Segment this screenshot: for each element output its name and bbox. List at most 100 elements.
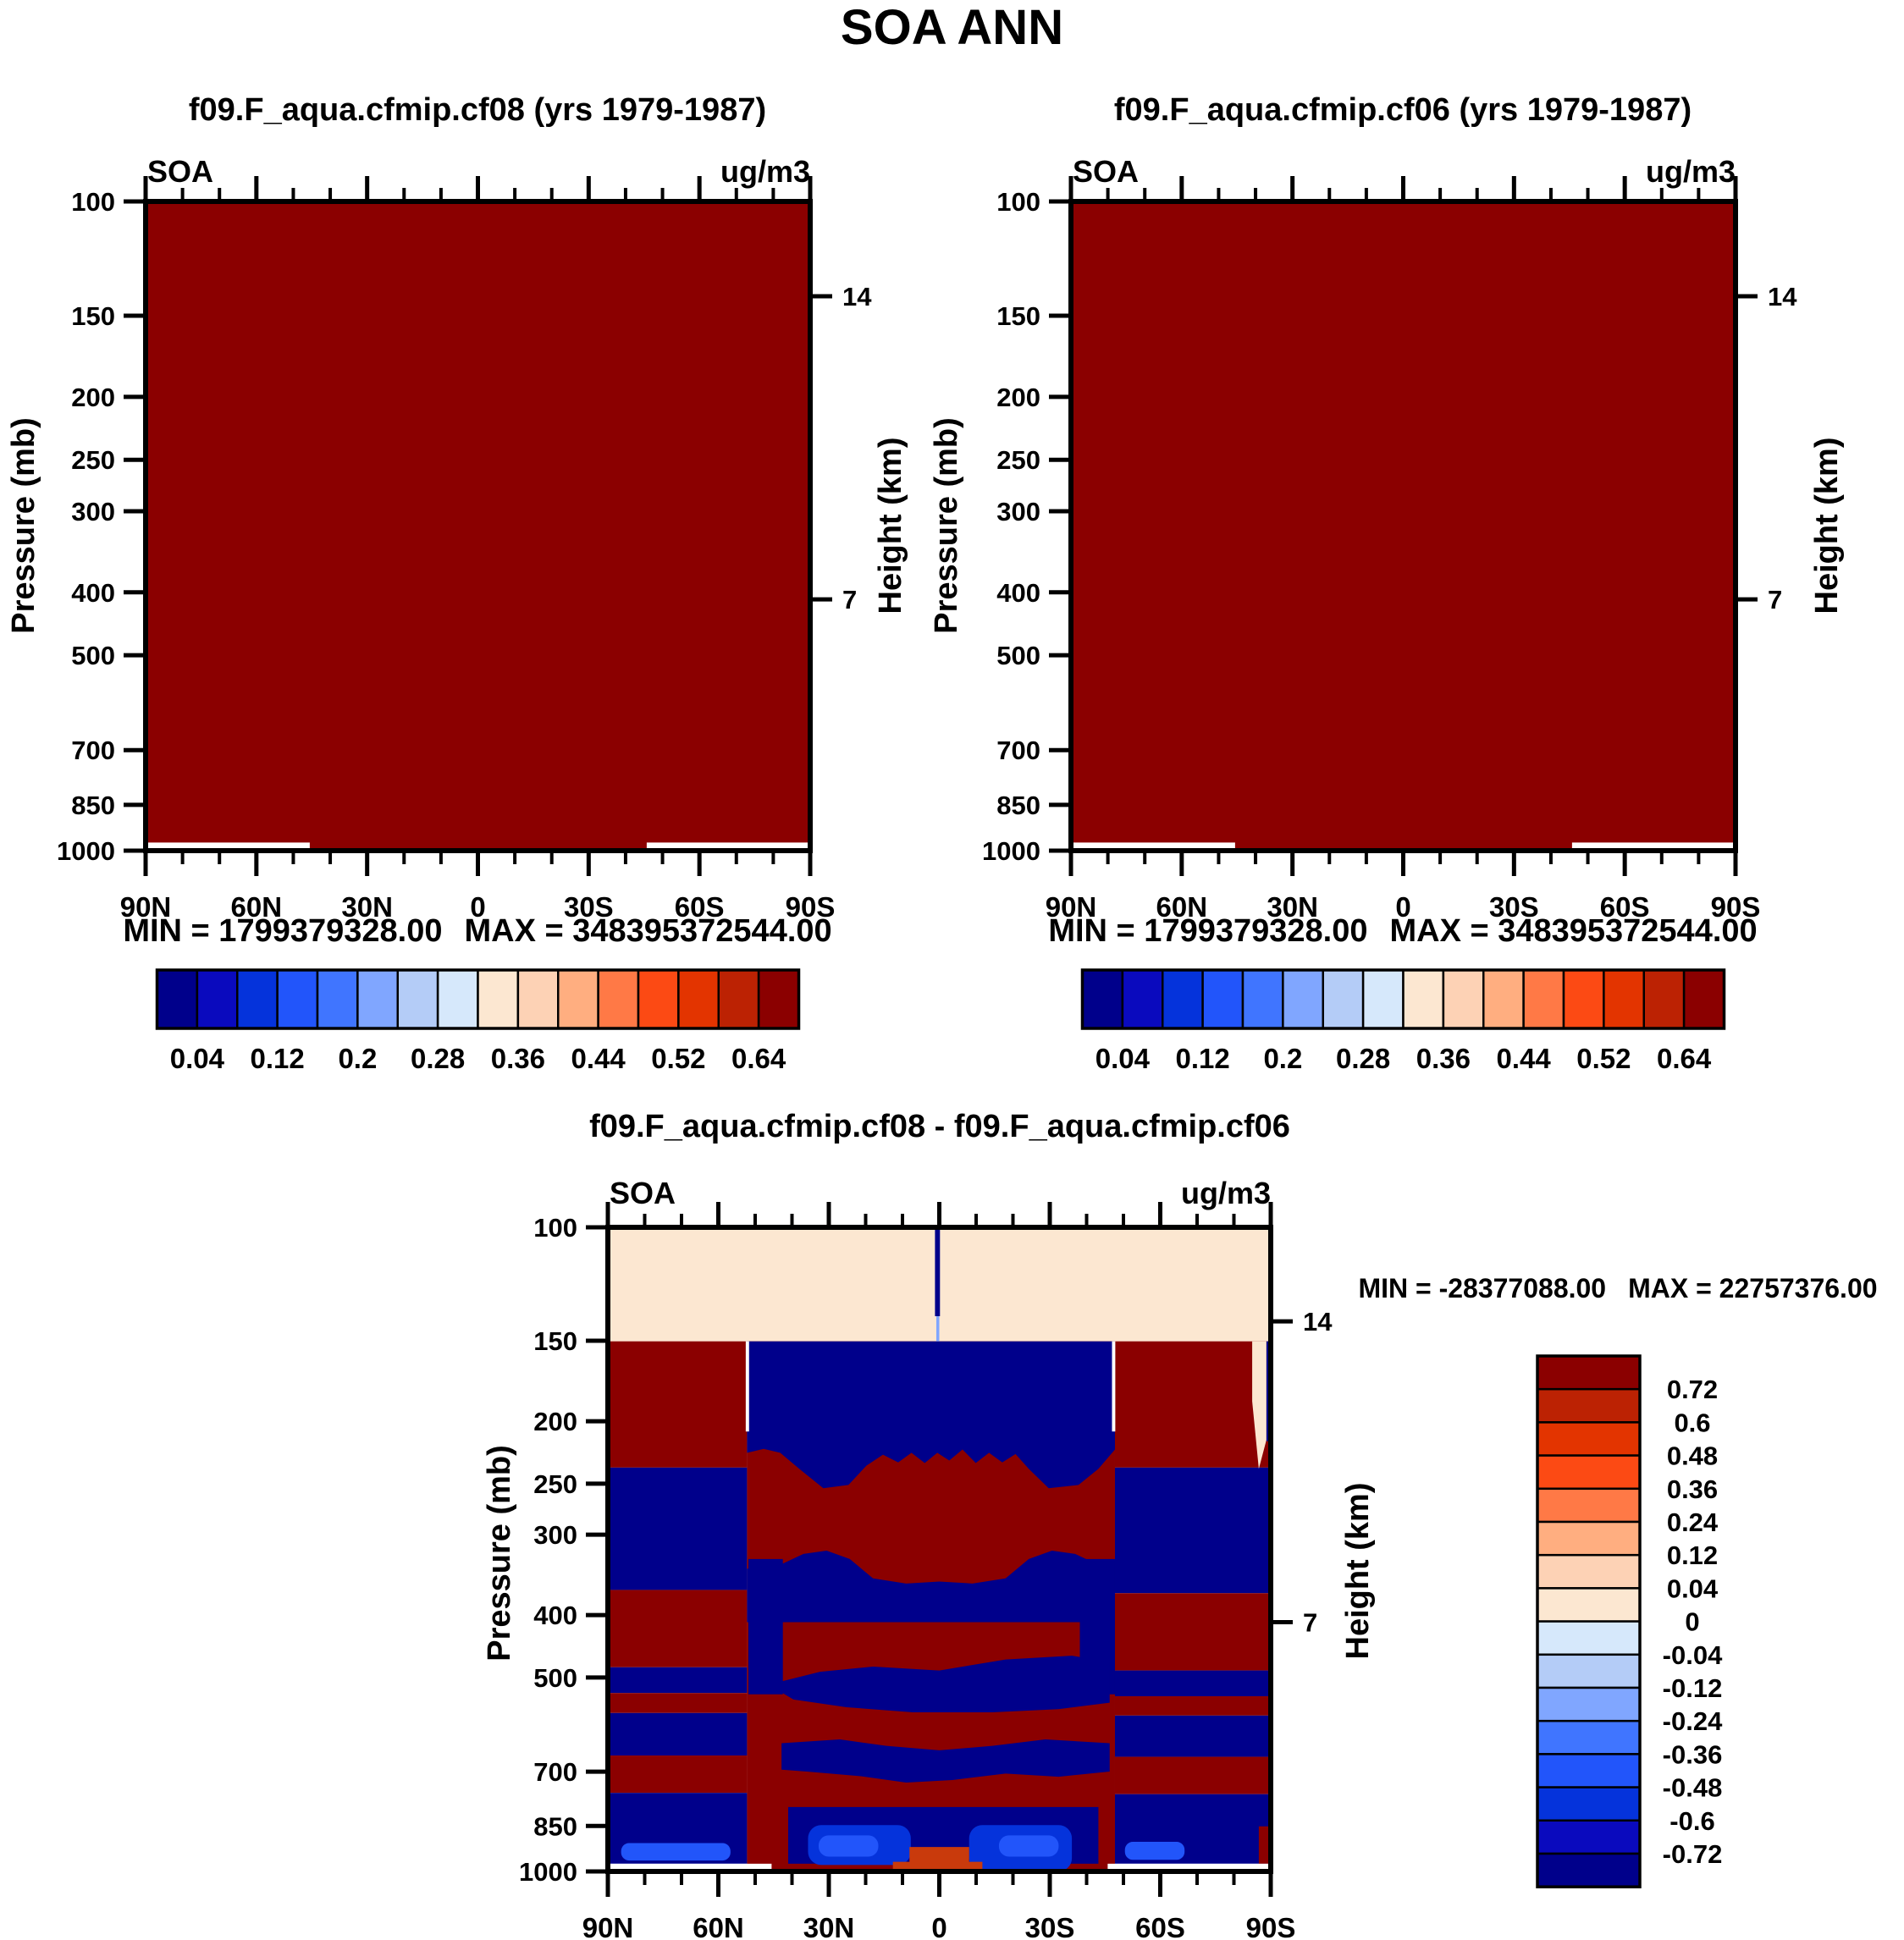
tick-label: 0.2: [1263, 1043, 1302, 1074]
tick-label: 100: [533, 1213, 577, 1243]
tick-label: 250: [533, 1469, 577, 1499]
tick-label: 14: [1768, 282, 1797, 311]
tick-label: 90N: [120, 891, 172, 923]
tick-label: 0: [1685, 1607, 1699, 1637]
units-label: ug/m3: [1180, 1176, 1271, 1210]
diff-panel-title: f09.F_aqua.cfmip.cf08 - f09.F_aqua.cfmip…: [589, 1109, 1290, 1144]
max-value: MAX = 22757376.00: [1628, 1273, 1878, 1303]
tick-label: 7: [842, 585, 857, 615]
variable-label: SOA: [610, 1176, 676, 1210]
tick-label: 0.28: [1336, 1043, 1390, 1074]
tick-label: 300: [996, 497, 1040, 526]
tick-label: 0.36: [1416, 1043, 1471, 1074]
tick-label: 60S: [1135, 1912, 1185, 1940]
tick-label: 0: [1395, 891, 1410, 923]
tick-label: 700: [996, 736, 1040, 765]
tick-label: 0.04: [1095, 1043, 1151, 1074]
tick-label: 60N: [693, 1912, 744, 1940]
main-title: SOA ANN: [840, 0, 1064, 55]
tick-label: 150: [71, 301, 115, 331]
axes: 90N 60N 30N 0 30S 60S 90S 100 150 200 250 300 400 500…: [982, 176, 1797, 923]
tick-label: 30S: [1489, 891, 1539, 923]
tick-label: 1000: [519, 1857, 577, 1887]
tick-label: -0.72: [1663, 1839, 1723, 1869]
tick-label: 14: [842, 282, 872, 311]
tick-label: 700: [533, 1757, 577, 1787]
tick-label: -0.04: [1663, 1640, 1723, 1670]
tick-label: 850: [533, 1811, 577, 1841]
tick-label: 0.04: [1667, 1573, 1719, 1603]
tick-label: 0.6: [1674, 1408, 1710, 1437]
tick-label: 30N: [1267, 891, 1318, 923]
tick-label: -0.12: [1663, 1673, 1723, 1703]
tick-label: 0.36: [491, 1043, 545, 1074]
max-value: MAX = 348395372544.00: [1389, 913, 1758, 949]
units-label: ug/m3: [1645, 154, 1736, 189]
tick-label: 0.04: [170, 1043, 225, 1074]
tick-label: 0: [470, 891, 485, 923]
tick-label: 30S: [564, 891, 614, 923]
minmax-line: MIN = 1799379328.00 MAX = 348395372544.00: [123, 915, 831, 947]
pressure-axis-label: Pressure (mb): [482, 1445, 517, 1662]
tick-label: 500: [996, 641, 1040, 670]
tick-label: 0.12: [1667, 1540, 1718, 1570]
tick-label: 200: [71, 383, 115, 412]
tick-label: 250: [996, 445, 1040, 475]
tick-label: 7: [1768, 585, 1782, 615]
colorbar-vertical: 0.720.60.480.360.240.120.040-0.04-0.12-0…: [1536, 1354, 1723, 1888]
tick-label: 400: [996, 578, 1040, 608]
tick-label: 0.12: [1176, 1043, 1230, 1074]
tick-label: 400: [533, 1601, 577, 1630]
tick-label: 0.36: [1667, 1474, 1718, 1504]
tick-label: 0.24: [1667, 1507, 1719, 1537]
tick-label: 250: [71, 445, 115, 475]
tick-label: 60S: [675, 891, 725, 923]
tick-label: 0.72: [1667, 1375, 1718, 1404]
tick-label: 1000: [982, 836, 1040, 866]
tick-label: 0.28: [411, 1043, 465, 1074]
axes: 90N 60N 30N 0 30S 60S 90S 100 150 200 250 300 400 500…: [519, 1202, 1333, 1940]
tick-label: 60S: [1600, 891, 1650, 923]
tick-label: 0.48: [1667, 1441, 1718, 1471]
tick-label: 300: [71, 497, 115, 526]
tick-label: 90S: [1711, 891, 1761, 923]
max-value: MAX = 348395372544.00: [464, 913, 832, 949]
tick-label: 0.12: [251, 1043, 305, 1074]
tick-label: 60N: [1156, 891, 1208, 923]
tick-label: 30N: [803, 1912, 855, 1940]
min-value: MIN = -28377088.00: [1358, 1273, 1607, 1303]
colorbar-horizontal: 0.04 0.12 0.2 0.28 0.36 0.44 0.52 0.64: [155, 968, 801, 1074]
tick-label: 100: [71, 187, 115, 217]
tick-label: 850: [71, 791, 115, 820]
tick-label: 30N: [341, 891, 393, 923]
tick-label: -0.24: [1663, 1706, 1723, 1736]
diff-panel-field: [608, 1227, 1271, 1871]
tick-label: 500: [533, 1663, 577, 1693]
tick-label: -0.48: [1663, 1773, 1723, 1803]
tick-label: 0.52: [1576, 1043, 1631, 1074]
tick-label: 700: [71, 736, 115, 765]
height-axis-label: Height (km): [873, 437, 908, 615]
tick-label: 90N: [1046, 891, 1097, 923]
tick-label: 90N: [582, 1912, 634, 1940]
variable-label: SOA: [1073, 154, 1140, 189]
tick-label: 0.64: [731, 1043, 786, 1074]
tick-label: 200: [996, 383, 1040, 412]
tick-label: 14: [1303, 1307, 1333, 1337]
tick-label: 90S: [1246, 1912, 1296, 1940]
tick-label: 30S: [1025, 1912, 1075, 1940]
height-axis-label: Height (km): [1340, 1482, 1376, 1660]
tick-label: 1000: [57, 836, 115, 866]
panel-left-title: f09.F_aqua.cfmip.cf08 (yrs 1979-1987): [188, 92, 767, 128]
top-panel-field: [1071, 201, 1736, 851]
pressure-axis-label: Pressure (mb): [929, 417, 964, 634]
tick-label: 150: [533, 1326, 577, 1356]
top-panel-field: [146, 201, 810, 851]
tick-label: 400: [71, 578, 115, 608]
tick-label: 500: [71, 641, 115, 670]
tick-label: 850: [996, 791, 1040, 820]
tick-label: 0.44: [571, 1043, 626, 1074]
axes: 90N 60N 30N 0 30S 60S 90S 100 150 200 250 300 400 500…: [57, 176, 872, 923]
min-value: MIN = 1799379328.00: [123, 913, 443, 949]
